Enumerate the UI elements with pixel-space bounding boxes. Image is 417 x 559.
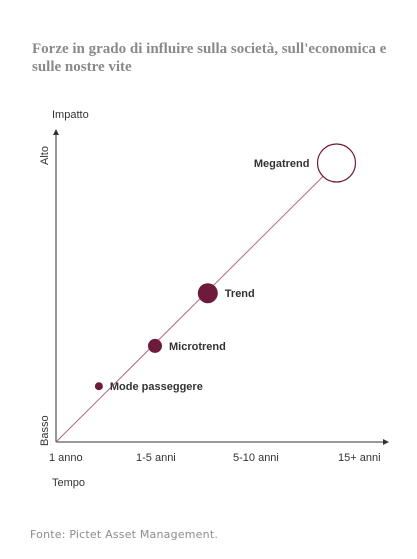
data-points: Mode passeggere Microtrend Trend Megatrend	[94, 143, 357, 393]
data-point-label: Trend	[225, 288, 255, 300]
x-axis-label: Tempo	[52, 477, 85, 489]
data-point	[316, 143, 357, 183]
data-point-label: Microtrend	[169, 341, 226, 353]
chart-title: Forze in grado di influire sulla società…	[32, 41, 387, 75]
x-tick-label: 5-10 anni	[233, 452, 279, 464]
data-point	[148, 338, 162, 353]
source-note: Fonte: Pictet Asset Management.	[30, 528, 219, 541]
data-point	[94, 382, 103, 391]
x-tick-label: 1 anno	[49, 452, 83, 464]
x-tick-label: 15+ anni	[338, 452, 381, 464]
trend-line	[55, 162, 337, 443]
x-tick-label: 1-5 anni	[136, 452, 176, 464]
chart: Impatto Alto Basso 1 anno 1-5 anni 5-10 …	[39, 109, 389, 489]
data-point-label: Mode passeggere	[110, 381, 203, 393]
y-high-label: Alto	[39, 146, 51, 165]
data-point	[197, 283, 218, 304]
y-axis-label: Impatto	[52, 109, 89, 121]
data-point-label: Megatrend	[254, 158, 310, 170]
y-low-label: Basso	[39, 415, 51, 446]
